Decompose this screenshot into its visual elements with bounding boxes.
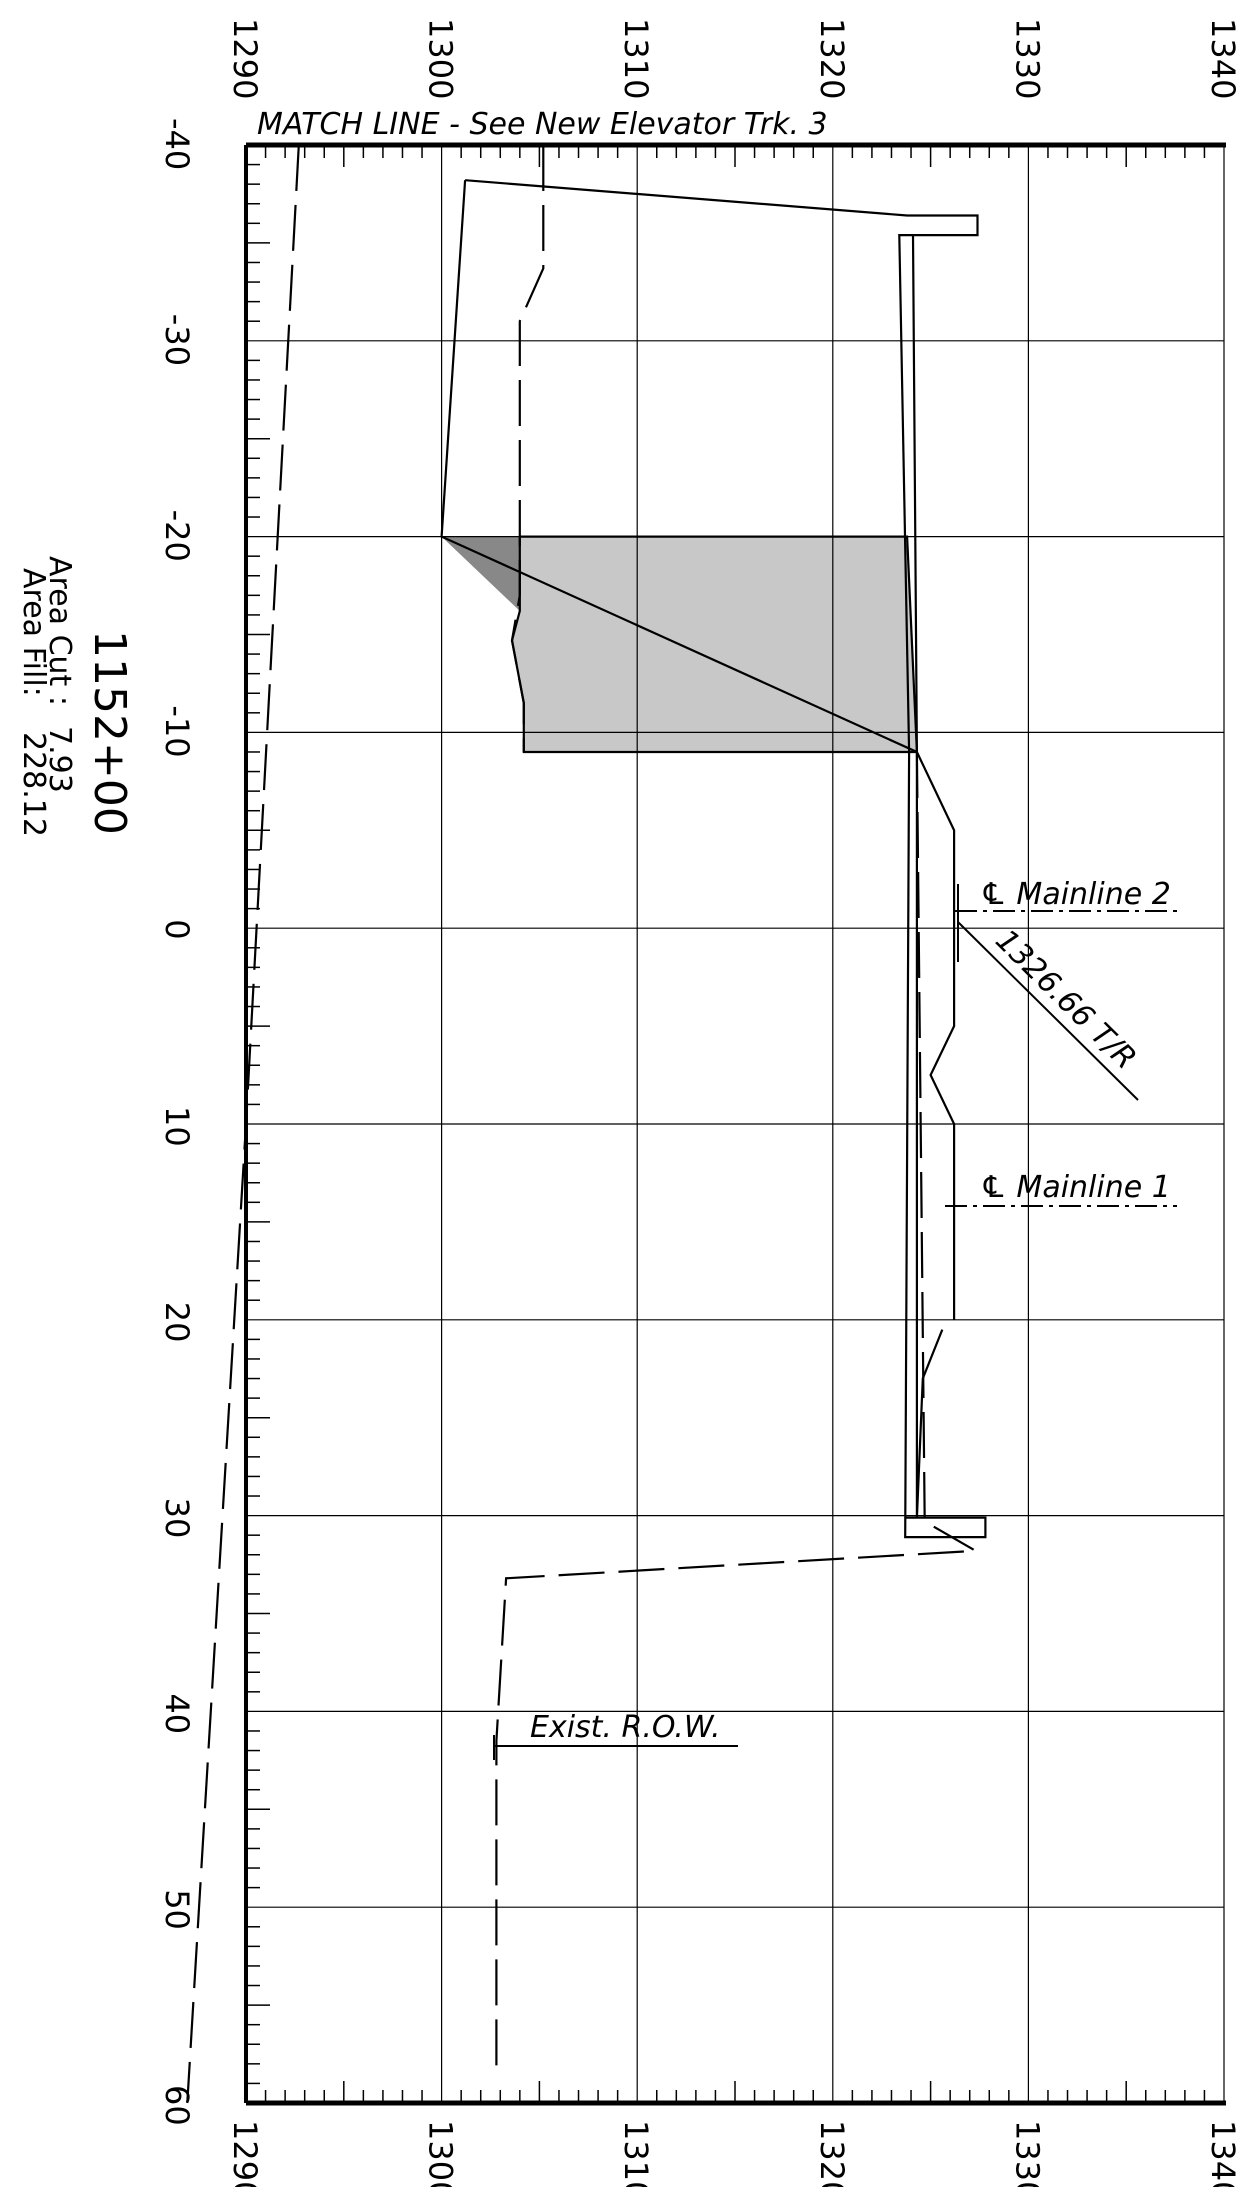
axis-ticks: 1290 1290 1300 1300 1310 1310 1320 1320 1330 1330… <box>158 18 1242 2192</box>
ground-line-6 <box>186 144 300 2104</box>
offset-tick-label: 20 <box>158 1302 196 1343</box>
station-label: 1152+00 <box>84 630 135 835</box>
elev-tick-label-top: 1340 <box>1204 18 1242 99</box>
ground-line-5 <box>495 751 980 2076</box>
mainline-1-label: ℄ Mainline 1 <box>980 1170 1171 1205</box>
offset-tick-label: 10 <box>158 1106 196 1147</box>
exist-row-label: Exist. R.O.W. <box>530 1710 721 1745</box>
ground-line-2 <box>465 179 987 1539</box>
elev-tick-label-top: 1320 <box>813 18 851 99</box>
elev-tick-label-bottom: 1320 <box>813 2120 851 2187</box>
top-of-rail-leader <box>957 921 1139 1101</box>
area-regions <box>441 536 917 752</box>
offset-tick-label: 50 <box>158 1889 196 1930</box>
ground-line-3 <box>911 235 944 1518</box>
mainline-2-label: ℄ Mainline 2 <box>980 877 1171 912</box>
elev-tick-label-bottom: 1290 <box>226 2120 264 2187</box>
elev-tick-label-bottom: 1330 <box>1008 2120 1046 2187</box>
match-line-label: MATCH LINE - See New Elevator Trk. 3 <box>257 107 828 142</box>
offset-tick-label: 40 <box>158 1693 196 1734</box>
elev-tick-label-top: 1300 <box>422 18 460 99</box>
elev-tick-label-bottom: 1340 <box>1204 2120 1242 2187</box>
ground-lines <box>186 144 987 2104</box>
elev-tick-label-bottom: 1300 <box>422 2120 460 2187</box>
elev-tick-label-top: 1290 <box>226 18 264 99</box>
offset-tick-label: 30 <box>158 1498 196 1539</box>
offset-tick-label: -30 <box>158 314 196 366</box>
offset-tick-label: -40 <box>158 118 196 170</box>
fill-area-outline <box>510 535 919 754</box>
elev-tick-label-top: 1310 <box>617 18 655 99</box>
offset-tick-label: -10 <box>158 705 196 757</box>
annotation-leaders <box>493 884 1177 1760</box>
elev-tick-label-top: 1330 <box>1008 18 1046 99</box>
grid <box>244 142 1226 2106</box>
area-cut-value: 7.93 <box>42 726 77 793</box>
area-cut-label: Area Cut : <box>42 556 77 706</box>
cut-area <box>441 536 520 611</box>
fill-area <box>512 536 917 752</box>
area-fill-label: Area Fill: <box>16 568 51 697</box>
offset-tick-label: -20 <box>158 510 196 562</box>
area-fill-value: 228.12 <box>16 732 51 837</box>
offset-tick-label: 0 <box>158 919 196 939</box>
offset-tick-label: 60 <box>158 2085 196 2126</box>
top-of-rail-label: 1326.66 T/R <box>988 923 1143 1077</box>
elev-tick-label-bottom: 1310 <box>617 2120 655 2187</box>
